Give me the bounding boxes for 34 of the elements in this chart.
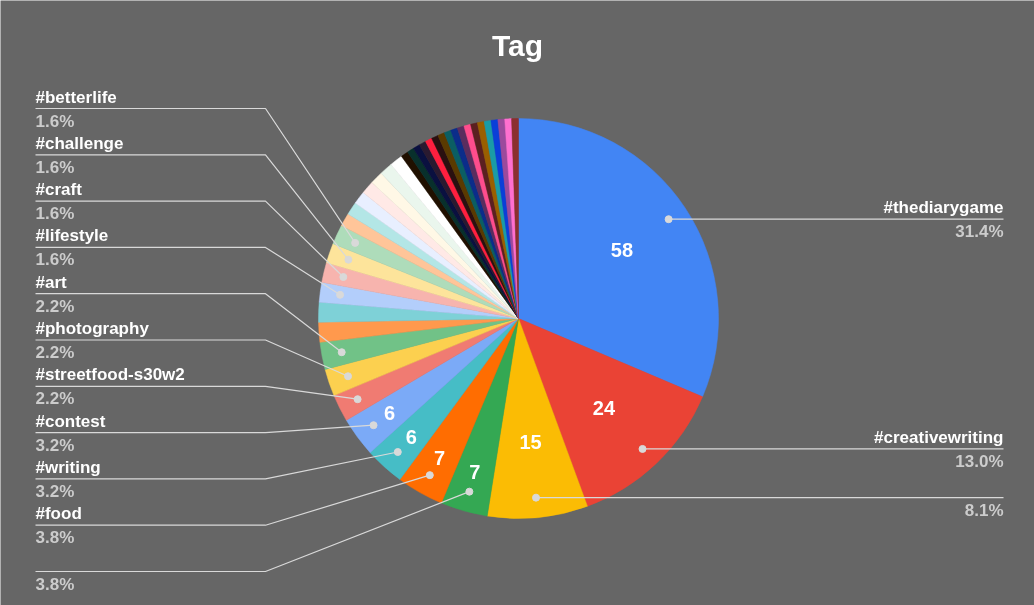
- slice-label: #challenge: [35, 133, 124, 153]
- data-label: 1.6%: [35, 157, 75, 177]
- data-label: 31.4%: [955, 222, 1004, 242]
- data-label: 1.6%: [35, 204, 75, 224]
- slice-label: #creativewriting: [874, 427, 1004, 447]
- data-label: 3.2%: [35, 481, 75, 501]
- data-label: 2.2%: [35, 343, 75, 362]
- slice-label: #thediarygame: [883, 198, 1004, 218]
- data-label: 3.8%: [35, 574, 75, 594]
- data-label: 1.6%: [35, 250, 75, 270]
- slice-label: #lifestyle: [35, 226, 109, 246]
- slice-label: #writing: [35, 457, 101, 477]
- data-label: 2.2%: [35, 296, 75, 316]
- data-label: 3.8%: [35, 528, 75, 548]
- slice-label: #betterlife: [35, 87, 117, 107]
- slice-label: #art: [35, 272, 68, 292]
- data-label: 3.2%: [35, 435, 75, 455]
- text: 15: [519, 430, 542, 453]
- slice-label: #food: [35, 504, 82, 524]
- text: 6: [405, 426, 417, 449]
- text: 7: [434, 446, 446, 469]
- slice-label: #streetfood-s30w2: [35, 365, 185, 385]
- data-label: 2.2%: [35, 389, 75, 409]
- slice-label: #craft: [35, 180, 83, 200]
- data-label: 13.0%: [955, 451, 1004, 471]
- text: 24: [592, 397, 616, 420]
- chart-title: Tag: [491, 29, 544, 62]
- text: 7: [469, 461, 481, 484]
- slice-label: #photography: [35, 319, 150, 338]
- text: 6: [384, 402, 396, 425]
- data-label: 1.6%: [35, 111, 75, 131]
- text: 58: [610, 239, 634, 262]
- slice-label: #contest: [35, 411, 106, 431]
- data-label: 8.1%: [964, 500, 1004, 520]
